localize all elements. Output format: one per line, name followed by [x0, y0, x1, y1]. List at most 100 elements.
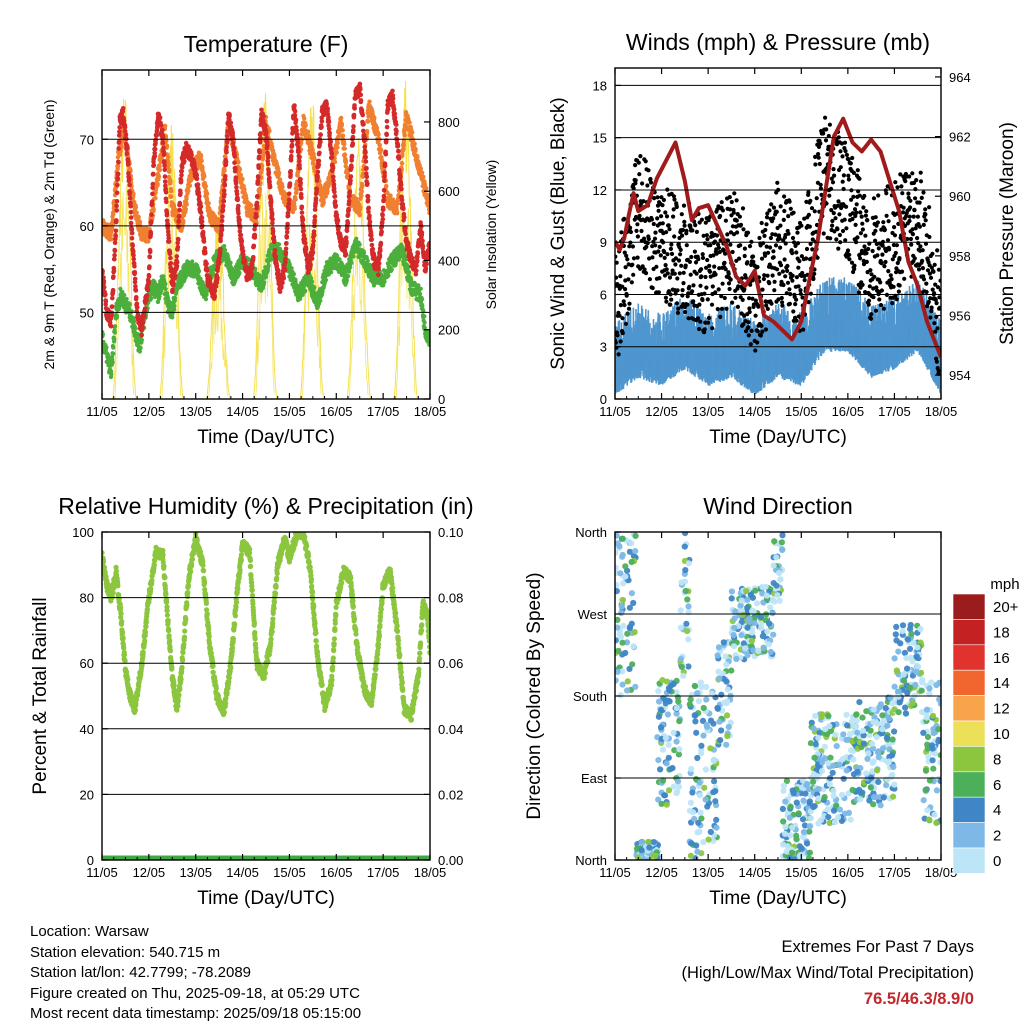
td2m-point	[310, 279, 315, 284]
t2m-point	[179, 172, 184, 178]
t9m-point	[365, 129, 370, 134]
t9m-point	[236, 159, 241, 165]
t2m-point	[160, 134, 166, 140]
td2m-point	[127, 302, 132, 307]
td2m-point	[349, 260, 354, 265]
td2m-point	[418, 286, 423, 291]
t2m-point	[280, 280, 285, 286]
t2m-point	[325, 106, 331, 112]
t9m-point	[155, 181, 160, 187]
td2m-point	[126, 306, 132, 311]
t2m-point	[142, 314, 147, 319]
t9m-point	[136, 214, 141, 220]
t2m-point	[154, 133, 159, 138]
t2m-point	[286, 191, 292, 197]
t2m-point	[201, 239, 207, 244]
t2m-point	[114, 203, 119, 209]
t2m-point	[128, 220, 134, 226]
t2m-point	[179, 165, 185, 170]
t2m-point	[148, 231, 154, 237]
t2m-point	[310, 242, 316, 248]
t2m-point	[127, 182, 132, 188]
t9m-point	[312, 156, 317, 162]
t2m-point	[178, 190, 183, 196]
solar-insolation-line	[393, 80, 419, 399]
t2m-point	[111, 274, 116, 279]
t2m-point	[287, 181, 293, 186]
t2m-point	[288, 169, 294, 174]
t2m-point	[327, 130, 333, 136]
t2m-point	[249, 272, 254, 277]
t9m-point	[203, 183, 208, 189]
t2m-point	[164, 199, 169, 205]
t9m-point	[168, 179, 173, 184]
t2m-point	[364, 165, 369, 171]
td2m-point	[157, 294, 162, 299]
td2m-point	[237, 270, 242, 275]
td2m-point	[138, 345, 143, 351]
t9m-point	[137, 219, 143, 224]
t2m-point	[223, 173, 228, 179]
t2m-point	[222, 191, 227, 197]
t2m-point	[117, 129, 122, 135]
t2m-point	[161, 145, 166, 150]
td2m-point	[161, 274, 166, 279]
t9m-point	[109, 230, 114, 235]
t2m-point	[297, 158, 302, 164]
td2m-point	[403, 257, 408, 262]
t2m-point	[265, 143, 270, 149]
t2m-point	[289, 149, 294, 154]
t2m-point	[140, 319, 146, 325]
td2m-point	[113, 324, 118, 329]
t2m-point	[364, 174, 370, 180]
t2m-point	[115, 175, 120, 181]
t9m-point	[418, 166, 423, 171]
t2m-point	[115, 182, 120, 188]
t2m-point	[316, 158, 322, 164]
t2m-point	[289, 153, 294, 159]
t2m-point	[162, 174, 168, 179]
td2m-point	[266, 263, 271, 268]
t9m-point	[400, 152, 405, 157]
solar-insolation-line	[208, 261, 228, 399]
t9m-point	[299, 140, 304, 146]
t2m-point	[139, 332, 144, 338]
t2m-point	[132, 264, 137, 269]
t2m-point	[218, 238, 223, 244]
t2m-point	[299, 195, 304, 200]
t9m-point	[110, 226, 115, 231]
t2m-point	[193, 167, 198, 172]
t2m-point	[233, 175, 239, 180]
t9m-point	[377, 143, 382, 148]
t2m-point	[343, 251, 349, 257]
td2m-point	[117, 306, 122, 311]
t2m-point	[299, 210, 305, 215]
t2m-point	[286, 206, 292, 212]
t2m-point	[258, 131, 263, 136]
t9m-point	[169, 194, 174, 199]
t9m-point	[335, 145, 340, 150]
t2m-point	[233, 166, 238, 171]
t9m-point	[242, 187, 247, 192]
t2m-point	[366, 205, 372, 211]
td2m-point	[110, 354, 115, 359]
t2m-point	[270, 228, 276, 234]
t2m-point	[176, 218, 182, 224]
td2m-point	[228, 260, 233, 265]
t9m-point	[358, 205, 363, 210]
td2m-point	[112, 337, 117, 342]
t2m-point	[365, 181, 370, 186]
t2m-point	[121, 118, 127, 123]
t2m-point	[251, 243, 257, 249]
t9m-point	[294, 184, 300, 189]
t2m-point	[132, 270, 138, 275]
solar-insolation-line	[252, 92, 278, 399]
t2m-point	[177, 202, 183, 207]
t2m-point	[127, 196, 133, 201]
t2m-point	[263, 129, 269, 134]
t2m-point	[318, 139, 323, 145]
t2m-point	[267, 184, 273, 189]
t2m-point	[332, 189, 337, 195]
t2m-point	[332, 194, 338, 199]
t2m-point	[234, 184, 239, 190]
